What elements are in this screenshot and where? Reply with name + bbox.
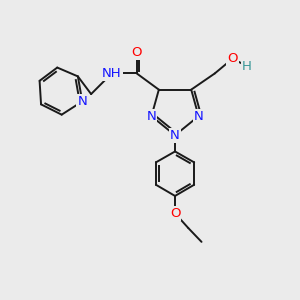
Text: N: N xyxy=(194,110,203,123)
Text: N: N xyxy=(147,110,156,123)
Text: O: O xyxy=(227,52,238,65)
Text: N: N xyxy=(170,129,180,142)
Text: O: O xyxy=(170,207,180,220)
Text: NH: NH xyxy=(102,67,122,80)
Text: H: H xyxy=(242,60,252,73)
Text: O: O xyxy=(131,46,142,59)
Text: N: N xyxy=(77,95,87,108)
